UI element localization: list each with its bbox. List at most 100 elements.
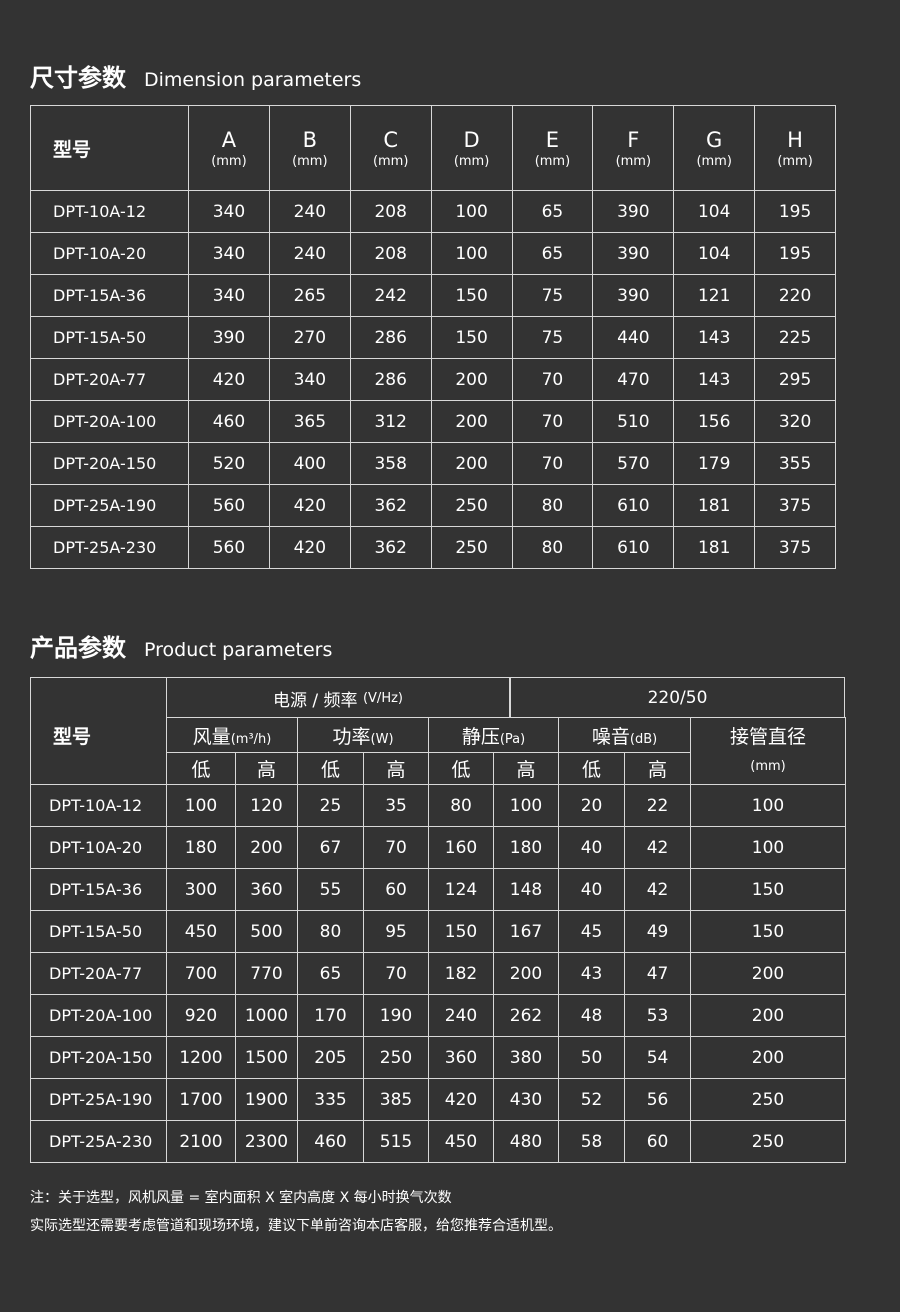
- cell: 355: [754, 442, 836, 485]
- cell: 95: [362, 910, 430, 953]
- cell: 120: [235, 784, 298, 827]
- table-row: DPT-15A-36 340 265 242 150 75 390 121 220: [30, 274, 836, 317]
- cell: 375: [754, 484, 836, 527]
- cell: 200: [690, 994, 847, 1037]
- table-row: DPT-10A-20 340 240 208 100 65 390 104 195: [30, 232, 836, 275]
- column-header: D (mm): [430, 105, 513, 191]
- cell: 320: [754, 400, 836, 443]
- cell: 420: [188, 358, 270, 401]
- cell: 2300: [235, 1120, 298, 1163]
- column-header: G (mm): [673, 105, 756, 191]
- cell: 225: [754, 316, 836, 359]
- cell: 156: [673, 400, 756, 443]
- cell: 182: [428, 952, 495, 995]
- high-header: 高: [624, 752, 692, 785]
- cell: 250: [430, 484, 513, 527]
- cell: 700: [166, 952, 236, 995]
- cell: 390: [188, 316, 270, 359]
- low-header: 低: [166, 752, 236, 785]
- table-row: DPT-10A-12 100 120 25 35 80 100 20 22 100: [30, 784, 847, 827]
- cell: 360: [235, 868, 298, 911]
- low-header: 低: [428, 752, 495, 785]
- cell: 200: [430, 442, 513, 485]
- cell: 55: [297, 868, 364, 911]
- table-row: DPT-15A-50 390 270 286 150 75 440 143 225: [30, 316, 836, 359]
- cell: 2100: [166, 1120, 236, 1163]
- model-cell: DPT-10A-12: [30, 190, 189, 233]
- power-value: 220/50: [510, 677, 845, 718]
- note-line: 注：关于选型，风机风量 = 室内面积 X 室内高度 X 每小时换气次数: [30, 1190, 452, 1206]
- pipe-header: 接管直径 (mm): [690, 717, 847, 785]
- table-row: DPT-25A-230 2100 2300 460 515 450 480 58 60 250: [30, 1120, 847, 1163]
- cell: 1000: [235, 994, 298, 1037]
- cell: 60: [624, 1120, 692, 1163]
- table-row: DPT-10A-12 340 240 208 100 65 390 104 195: [30, 190, 836, 233]
- product-table: 型号 风量(m³/h) 功率(W) 静压(Pa) 噪音(dB) 接管直径 (mm) 低高低高低…: [30, 717, 847, 1163]
- model-header: 型号: [30, 105, 189, 191]
- cell: 70: [362, 952, 430, 995]
- cell: 54: [624, 1036, 692, 1079]
- cell: 920: [166, 994, 236, 1037]
- cell: 65: [511, 232, 594, 275]
- cell: 340: [188, 190, 270, 233]
- cell: 48: [558, 994, 626, 1037]
- model-cell: DPT-15A-50: [30, 910, 167, 953]
- model-cell: DPT-20A-100: [30, 994, 167, 1037]
- cell: 365: [268, 400, 351, 443]
- cell: 148: [493, 868, 560, 911]
- table-row: DPT-10A-20 180 200 67 70 160 180 40 42 100: [30, 826, 847, 869]
- cell: 335: [297, 1078, 364, 1121]
- model-cell: DPT-20A-150: [30, 442, 189, 485]
- cell: 200: [430, 358, 513, 401]
- high-header: 高: [493, 752, 560, 785]
- cell: 390: [592, 190, 675, 233]
- cell: 22: [624, 784, 692, 827]
- model-cell: DPT-10A-20: [30, 826, 167, 869]
- cell: 470: [592, 358, 675, 401]
- cell: 400: [268, 442, 351, 485]
- cell: 610: [592, 484, 675, 527]
- cell: 80: [297, 910, 364, 953]
- cell: 195: [754, 190, 836, 233]
- cell: 67: [297, 826, 364, 869]
- model-cell: DPT-25A-190: [30, 1078, 167, 1121]
- cell: 520: [188, 442, 270, 485]
- cell: 100: [430, 232, 513, 275]
- model-cell: DPT-25A-230: [30, 526, 189, 569]
- cell: 1500: [235, 1036, 298, 1079]
- cell: 100: [166, 784, 236, 827]
- cell: 60: [362, 868, 430, 911]
- note-line: 实际选型还需要考虑管道和现场环境，建议下单前咨询本店客服，给您推荐合适机型。: [30, 1218, 562, 1234]
- cell: 205: [297, 1036, 364, 1079]
- cell: 160: [428, 826, 495, 869]
- cell: 100: [493, 784, 560, 827]
- cell: 358: [349, 442, 432, 485]
- cell: 480: [493, 1120, 560, 1163]
- cell: 42: [624, 826, 692, 869]
- model-header: 型号: [30, 717, 167, 785]
- cell: 75: [511, 316, 594, 359]
- group-header: 静压(Pa): [428, 717, 560, 753]
- cell: 180: [493, 826, 560, 869]
- column-header: B (mm): [268, 105, 351, 191]
- cell: 262: [493, 994, 560, 1037]
- model-cell: DPT-10A-12: [30, 784, 167, 827]
- cell: 70: [511, 358, 594, 401]
- cell: 35: [362, 784, 430, 827]
- cell: 43: [558, 952, 626, 995]
- cell: 200: [235, 826, 298, 869]
- cell: 420: [428, 1078, 495, 1121]
- cell: 450: [166, 910, 236, 953]
- cell: 100: [430, 190, 513, 233]
- model-cell: DPT-15A-50: [30, 316, 189, 359]
- table-row: DPT-25A-190 560 420 362 250 80 610 181 375: [30, 484, 836, 527]
- cell: 240: [428, 994, 495, 1037]
- cell: 500: [235, 910, 298, 953]
- cell: 150: [690, 868, 847, 911]
- model-cell: DPT-20A-150: [30, 1036, 167, 1079]
- cell: 385: [362, 1078, 430, 1121]
- cell: 375: [754, 526, 836, 569]
- cell: 240: [268, 190, 351, 233]
- group-header: 噪音(dB): [558, 717, 692, 753]
- cell: 190: [362, 994, 430, 1037]
